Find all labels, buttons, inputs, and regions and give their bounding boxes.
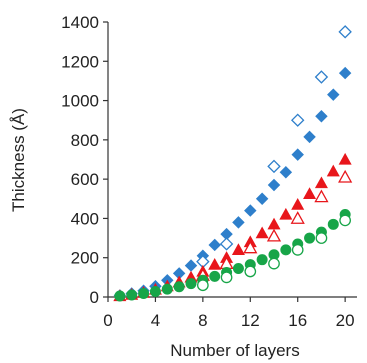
x-tick-label: 8 [198,311,207,330]
x-tick-label: 0 [103,311,112,330]
open-triangle-point [338,169,353,183]
open-circle-point [268,257,280,270]
filled-circle-point [114,290,126,302]
filled-diamond-point [244,204,257,217]
filled-triangle-point [303,187,317,199]
filled-diamond-point [232,216,245,229]
filled-circle-point [126,289,138,301]
x-tick-label: 16 [288,311,307,330]
y-tick-label: 400 [71,209,99,228]
filled-circle-point [304,232,316,244]
filled-diamond-point [315,110,328,123]
y-tick-label: 600 [71,170,99,189]
filled-diamond-point [184,259,198,272]
filled-circle-point [232,263,244,275]
open-circle-point [291,244,304,256]
filled-circle-point [327,218,339,230]
filled-diamond-point [327,88,340,101]
y-tick-label: 200 [71,249,99,268]
filled-circle-point [149,285,161,297]
ticks: 0 200 400 600 800 1000 1200 1400 0 4 8 12 16 20 [61,13,354,330]
filled-circle-point [209,270,221,282]
filled-triangle-point [314,176,328,189]
filled-diamond-point [267,178,281,192]
filled-diamond-point [255,192,269,206]
open-circle-point [220,271,233,284]
filled-triangle-point [208,257,222,270]
open-diamond-point [290,113,305,127]
x-tick-label: 20 [336,311,355,330]
open-triangle-point [314,189,329,203]
open-circle-point [244,265,257,278]
filled-diamond-point [303,130,316,144]
x-tick-label: 12 [241,311,260,330]
open-diamond-point [219,237,234,251]
filled-diamond-point [279,166,293,179]
y-tick-label: 800 [71,131,99,150]
filled-triangle-point [338,152,352,165]
y-axis-title: Thickness (Å) [9,108,28,212]
filled-diamond-point [208,238,221,252]
filled-circle-point [173,281,185,293]
filled-triangle-point [267,217,281,230]
open-triangle-point [290,211,305,224]
filled-triangle-point [255,226,269,239]
x-tick-label: 4 [151,311,160,330]
y-tick-label: 1000 [61,92,99,111]
filled-triangle-point [291,198,305,210]
y-tick-label: 1200 [61,52,99,71]
filled-circle-point [161,283,173,295]
filled-diamond-point [338,66,352,80]
open-circle-point [315,232,328,244]
filled-diamond-point [291,148,304,161]
open-triangle-point [243,240,258,254]
open-triangle-point [266,228,282,242]
filled-circle-point [280,244,292,256]
open-diamond-point [314,70,329,84]
open-circle-point [339,214,351,227]
y-tick-label: 0 [90,288,99,307]
open-diamond-point [338,25,352,39]
filled-triangle-point [326,164,340,177]
filled-triangle-point [279,207,293,220]
open-circle-point [197,279,209,292]
y-tick-label: 1400 [61,13,99,32]
open-diamond-point [267,159,281,174]
axes [107,22,357,298]
x-axis-title: Number of layers [170,341,299,360]
filled-circle-point [185,278,197,290]
data-marks [113,25,353,302]
filled-circle-point [138,287,150,299]
filled-circle-point [256,254,268,266]
filled-triangle-point [231,243,245,255]
